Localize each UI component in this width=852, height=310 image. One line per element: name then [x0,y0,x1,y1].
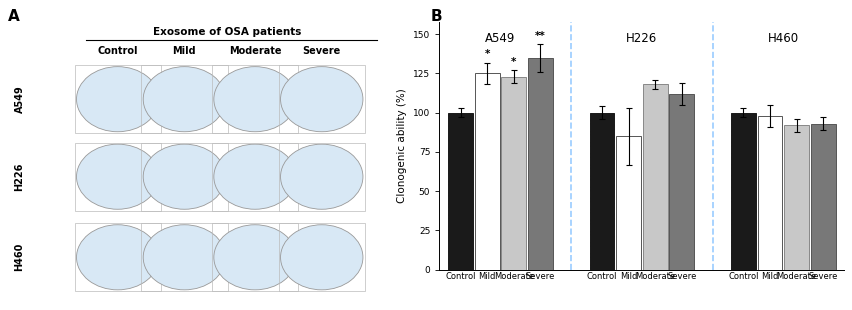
Text: A: A [8,9,20,24]
Circle shape [214,67,296,132]
Bar [475,73,499,270]
Bar [501,77,526,270]
Bar [211,223,298,291]
Bar [783,125,808,270]
Circle shape [77,225,158,290]
Circle shape [280,67,363,132]
Bar [669,94,694,270]
Circle shape [214,144,296,209]
Bar [141,143,227,211]
Bar [527,58,552,270]
Bar [141,65,227,133]
Bar [141,223,227,291]
Text: Exosome of OSA patients: Exosome of OSA patients [153,27,302,37]
Bar [730,113,755,270]
Text: B: B [430,9,442,24]
Bar [615,136,640,270]
Bar [74,223,161,291]
Bar [589,113,613,270]
Circle shape [214,225,296,290]
Text: H226: H226 [14,162,25,191]
Circle shape [280,144,363,209]
Bar [279,223,365,291]
Bar [74,65,161,133]
Text: **: ** [534,31,545,41]
Y-axis label: Clonogenic ability (%): Clonogenic ability (%) [397,88,407,203]
Text: A549: A549 [485,32,515,45]
Bar [279,143,365,211]
Text: *: * [510,57,516,67]
Bar [642,85,667,270]
Text: *: * [484,49,489,60]
Circle shape [77,144,158,209]
Bar [757,116,781,270]
Circle shape [280,225,363,290]
Text: Moderate: Moderate [228,46,281,56]
Circle shape [143,225,225,290]
Circle shape [143,144,225,209]
Bar [211,65,298,133]
Text: Severe: Severe [302,46,341,56]
Text: H460: H460 [767,32,797,45]
Text: A549: A549 [14,85,25,113]
Bar [211,143,298,211]
Text: Control: Control [97,46,138,56]
Text: H226: H226 [625,32,657,45]
Text: Mild: Mild [172,46,196,56]
Circle shape [143,67,225,132]
Bar [74,143,161,211]
Bar [810,124,835,270]
Circle shape [77,67,158,132]
Text: H460: H460 [14,243,25,272]
Bar [447,113,472,270]
Bar [279,65,365,133]
